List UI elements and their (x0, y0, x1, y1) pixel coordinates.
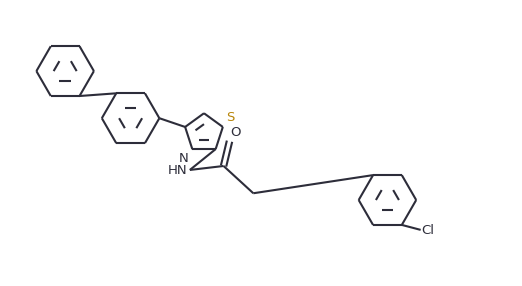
Text: O: O (231, 126, 241, 139)
Text: HN: HN (168, 164, 187, 177)
Text: N: N (179, 152, 188, 165)
Text: S: S (226, 111, 234, 124)
Text: Cl: Cl (422, 224, 435, 237)
